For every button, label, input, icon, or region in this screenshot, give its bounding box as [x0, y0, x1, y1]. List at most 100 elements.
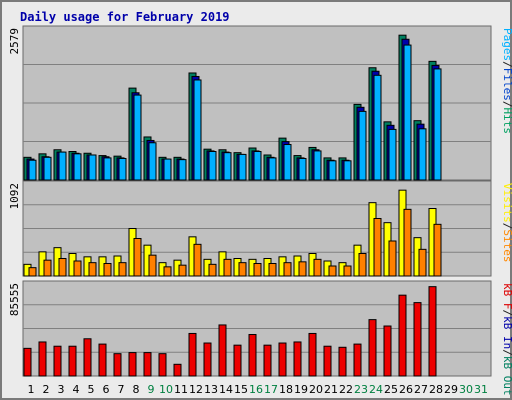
bar-kb-f	[143, 352, 152, 377]
bar-kb-f	[23, 347, 32, 377]
bar-sites	[328, 265, 337, 277]
bar-pages	[133, 94, 142, 181]
bar-sites	[283, 262, 292, 277]
bar-kb-f	[263, 344, 272, 377]
day-label: 24	[369, 383, 383, 396]
bar-pages	[253, 151, 262, 181]
panel-max-label: 85555	[8, 283, 21, 316]
bar-pages	[148, 142, 157, 181]
bar-kb-f	[158, 353, 167, 377]
series-legend: Visits/Sites	[501, 183, 512, 263]
bar-kb-f	[83, 338, 92, 377]
day-label: 5	[88, 383, 95, 396]
legend-entry: /	[501, 310, 512, 317]
bar-sites	[298, 261, 307, 277]
day-label: 18	[279, 383, 293, 396]
bar-kb-f	[413, 302, 422, 377]
legend-entry: Files	[501, 68, 512, 101]
bar-sites	[418, 248, 427, 277]
legend-entry: /	[501, 61, 512, 68]
bar-pages	[433, 68, 442, 181]
bar-pages	[88, 154, 97, 181]
legend-entry: kB Out	[501, 356, 512, 396]
bar-kb-f	[278, 342, 287, 377]
bar-sites	[238, 262, 247, 277]
bar-sites	[133, 238, 142, 277]
day-label: 25	[384, 383, 398, 396]
bar-pages	[358, 110, 367, 181]
bar-pages	[73, 153, 82, 181]
legend-entry: Visits	[501, 183, 512, 223]
legend-entry: /	[501, 223, 512, 230]
bar-sites	[313, 258, 322, 277]
legend-entry: /	[501, 349, 512, 356]
bar-sites	[343, 265, 352, 277]
day-label: 27	[414, 383, 428, 396]
bar-sites	[223, 258, 232, 277]
panel-max-label: 1092	[8, 183, 21, 210]
bar-kb-f	[113, 353, 122, 377]
bar-sites	[58, 258, 67, 277]
day-label: 29	[444, 383, 458, 396]
bar-pages	[178, 159, 187, 181]
day-label: 17	[264, 383, 278, 396]
bar-pages	[313, 150, 322, 181]
day-label: 21	[324, 383, 338, 396]
bar-sites	[388, 240, 397, 277]
day-label: 23	[354, 383, 368, 396]
bar-sites	[208, 263, 217, 277]
day-label: 1	[28, 383, 35, 396]
day-label: 19	[294, 383, 308, 396]
bar-pages	[118, 157, 127, 181]
day-label: 3	[58, 383, 65, 396]
day-label: 8	[133, 383, 140, 396]
bar-kb-f	[323, 345, 332, 377]
bar-sites	[373, 218, 382, 277]
bar-sites	[268, 263, 277, 277]
day-label: 11	[174, 383, 188, 396]
bar-kb-f	[398, 294, 407, 377]
bar-kb-f	[98, 343, 107, 377]
bar-pages	[403, 44, 412, 181]
day-label: 22	[339, 383, 353, 396]
bar-kb-f	[68, 345, 77, 377]
bar-sites	[118, 262, 127, 277]
bar-pages	[268, 157, 277, 181]
bar-sites	[148, 254, 157, 277]
bar-sites	[103, 263, 112, 277]
bar-pages	[238, 153, 247, 181]
bar-kb-f	[218, 324, 227, 377]
legend-entry: kB F	[501, 283, 512, 310]
bar-kb-f	[308, 332, 317, 377]
day-label: 2	[43, 383, 50, 396]
day-label: 6	[103, 383, 110, 396]
bar-sites	[28, 267, 37, 277]
bar-kb-f	[203, 342, 212, 377]
day-label: 4	[73, 383, 80, 396]
bar-kb-f	[173, 363, 182, 377]
bar-sites	[178, 264, 187, 277]
bar-kb-f	[38, 341, 47, 377]
legend-entry: Sites	[501, 229, 512, 262]
bar-pages	[223, 152, 232, 181]
day-label: 20	[309, 383, 323, 396]
bar-pages	[388, 128, 397, 181]
bar-pages	[418, 128, 427, 181]
panel-max-label: 2579	[8, 28, 21, 55]
bar-pages	[283, 144, 292, 181]
day-label: 30	[459, 383, 473, 396]
series-legend: Pages/Files/Hits	[501, 28, 512, 134]
bar-pages	[343, 160, 352, 181]
day-label: 15	[234, 383, 248, 396]
bar-kb-f	[353, 343, 362, 377]
bar-pages	[163, 158, 172, 181]
bar-kb-f	[338, 346, 347, 377]
day-label: 31	[474, 383, 488, 396]
bar-kb-f	[128, 352, 137, 377]
bar-sites	[163, 266, 172, 277]
bar-sites	[193, 243, 202, 277]
chart-title: Daily usage for February 2019	[20, 10, 230, 24]
bar-kb-f	[293, 341, 302, 377]
bar-sites	[433, 223, 442, 277]
legend-entry: Pages	[501, 28, 512, 61]
